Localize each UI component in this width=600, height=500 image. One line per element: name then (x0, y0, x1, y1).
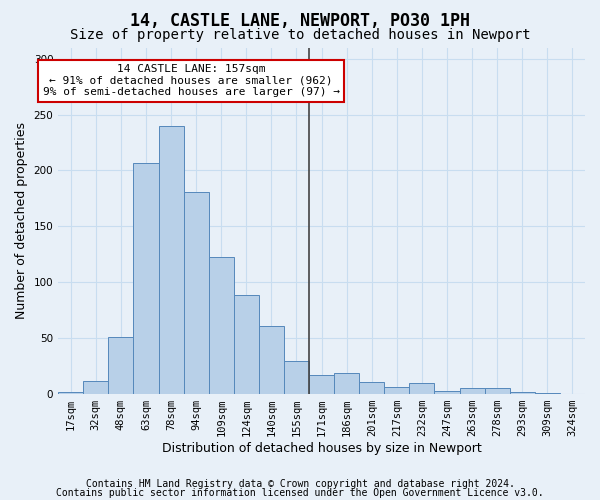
Bar (385, 388, 409, 394)
Bar (109, 337, 133, 394)
Text: 14 CASTLE LANE: 157sqm
← 91% of detached houses are smaller (962)
9% of semi-det: 14 CASTLE LANE: 157sqm ← 91% of detached… (43, 64, 340, 98)
Bar (535, 393, 560, 394)
Bar (485, 388, 510, 394)
Bar (158, 126, 184, 394)
X-axis label: Distribution of detached houses by size in Newport: Distribution of detached houses by size … (162, 442, 481, 455)
Bar (234, 294, 259, 394)
Bar (359, 382, 385, 394)
Bar (83, 380, 109, 394)
Bar (58, 392, 83, 394)
Bar (133, 162, 158, 394)
Bar (209, 256, 234, 394)
Text: 14, CASTLE LANE, NEWPORT, PO30 1PH: 14, CASTLE LANE, NEWPORT, PO30 1PH (130, 12, 470, 30)
Bar (434, 390, 460, 394)
Bar (460, 388, 485, 394)
Bar (510, 392, 535, 394)
Text: Contains public sector information licensed under the Open Government Licence v3: Contains public sector information licen… (56, 488, 544, 498)
Bar (259, 326, 284, 394)
Bar (284, 360, 309, 394)
Y-axis label: Number of detached properties: Number of detached properties (15, 122, 28, 320)
Bar (409, 383, 434, 394)
Bar (334, 373, 359, 394)
Text: Size of property relative to detached houses in Newport: Size of property relative to detached ho… (70, 28, 530, 42)
Bar (309, 375, 334, 394)
Text: Contains HM Land Registry data © Crown copyright and database right 2024.: Contains HM Land Registry data © Crown c… (86, 479, 514, 489)
Bar (184, 192, 209, 394)
